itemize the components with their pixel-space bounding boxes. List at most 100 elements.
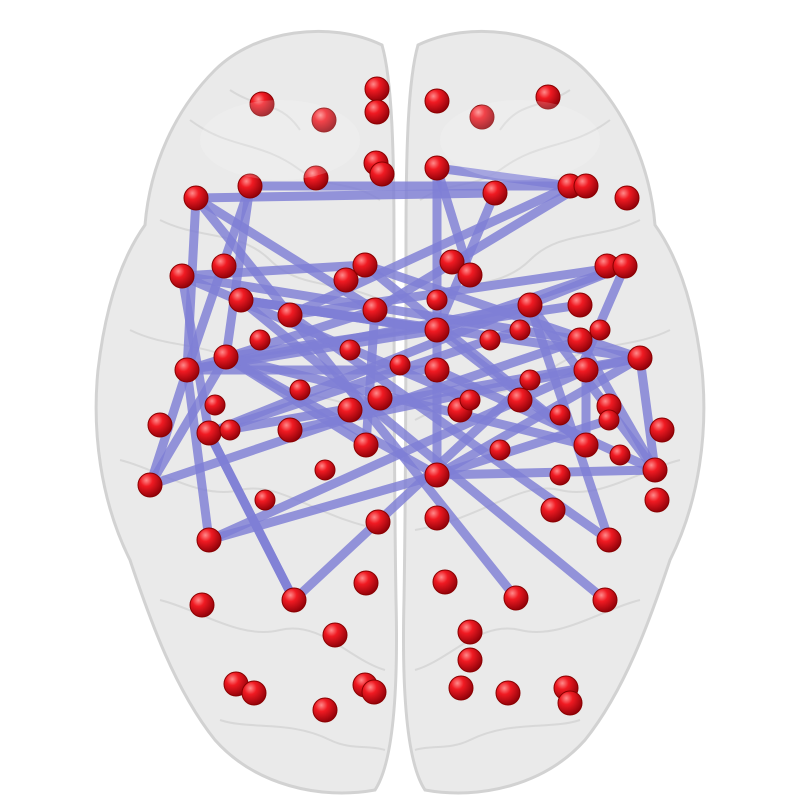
edge bbox=[432, 465, 660, 480]
node bbox=[573, 432, 599, 458]
edge bbox=[285, 181, 575, 320]
node bbox=[362, 297, 388, 323]
node bbox=[369, 161, 395, 187]
node bbox=[567, 327, 593, 353]
node bbox=[592, 587, 618, 613]
node bbox=[353, 432, 379, 458]
node bbox=[196, 527, 222, 553]
node bbox=[503, 585, 529, 611]
node bbox=[557, 690, 583, 716]
edge bbox=[575, 261, 630, 375]
node bbox=[361, 679, 387, 705]
node bbox=[573, 173, 599, 199]
edge bbox=[182, 181, 255, 375]
edge bbox=[182, 365, 214, 545]
node bbox=[364, 99, 390, 125]
node bbox=[249, 91, 275, 117]
node bbox=[573, 357, 599, 383]
node bbox=[457, 647, 483, 673]
node bbox=[614, 185, 640, 211]
node bbox=[540, 497, 566, 523]
node bbox=[642, 457, 668, 483]
node bbox=[598, 409, 620, 431]
node bbox=[424, 88, 450, 114]
node bbox=[457, 262, 483, 288]
node bbox=[519, 369, 541, 391]
edge bbox=[145, 352, 231, 490]
node bbox=[469, 104, 495, 130]
node bbox=[353, 570, 379, 596]
node bbox=[352, 252, 378, 278]
node bbox=[424, 317, 450, 343]
node bbox=[389, 354, 411, 376]
node bbox=[495, 680, 521, 706]
node bbox=[432, 569, 458, 595]
node bbox=[439, 249, 465, 275]
node bbox=[649, 417, 675, 443]
node bbox=[311, 107, 337, 133]
node bbox=[549, 404, 571, 426]
node bbox=[211, 253, 237, 279]
node bbox=[424, 357, 450, 383]
node bbox=[479, 329, 501, 351]
node bbox=[189, 592, 215, 618]
node bbox=[489, 439, 511, 461]
node bbox=[213, 344, 239, 370]
node bbox=[457, 619, 483, 645]
node bbox=[365, 509, 391, 535]
edge bbox=[204, 470, 442, 545]
node bbox=[507, 387, 533, 413]
node bbox=[424, 155, 450, 181]
node bbox=[254, 489, 276, 511]
node bbox=[448, 675, 474, 701]
node bbox=[517, 292, 543, 318]
node bbox=[333, 267, 359, 293]
node bbox=[549, 464, 571, 486]
node bbox=[364, 76, 390, 102]
node bbox=[237, 173, 263, 199]
node bbox=[567, 292, 593, 318]
edge bbox=[204, 428, 299, 605]
node bbox=[289, 379, 311, 401]
edge bbox=[432, 415, 614, 480]
node bbox=[249, 329, 271, 351]
node bbox=[228, 287, 254, 313]
node bbox=[367, 385, 393, 411]
edge bbox=[635, 353, 660, 475]
node bbox=[314, 459, 336, 481]
edge bbox=[204, 261, 630, 438]
edge bbox=[191, 193, 295, 320]
edge bbox=[289, 375, 535, 605]
edge bbox=[432, 163, 575, 191]
node bbox=[322, 622, 348, 648]
node bbox=[337, 397, 363, 423]
node bbox=[339, 339, 361, 361]
node bbox=[277, 302, 303, 328]
edge bbox=[285, 261, 630, 320]
edge bbox=[370, 181, 585, 315]
node bbox=[241, 680, 267, 706]
node bbox=[137, 472, 163, 498]
node bbox=[627, 345, 653, 371]
node bbox=[426, 289, 448, 311]
surface-sheen bbox=[200, 100, 600, 180]
node bbox=[183, 185, 209, 211]
node bbox=[281, 587, 307, 613]
brain-nodes bbox=[137, 76, 675, 723]
node bbox=[535, 84, 561, 110]
edge bbox=[236, 295, 442, 335]
node bbox=[589, 319, 611, 341]
node bbox=[147, 412, 173, 438]
node bbox=[277, 417, 303, 443]
edge bbox=[177, 260, 370, 281]
node bbox=[174, 357, 200, 383]
node bbox=[196, 420, 222, 446]
node bbox=[424, 505, 450, 531]
node bbox=[612, 253, 638, 279]
node bbox=[509, 319, 531, 341]
node bbox=[596, 527, 622, 553]
node bbox=[312, 697, 338, 723]
node bbox=[303, 165, 329, 191]
connection-edges bbox=[145, 163, 660, 605]
